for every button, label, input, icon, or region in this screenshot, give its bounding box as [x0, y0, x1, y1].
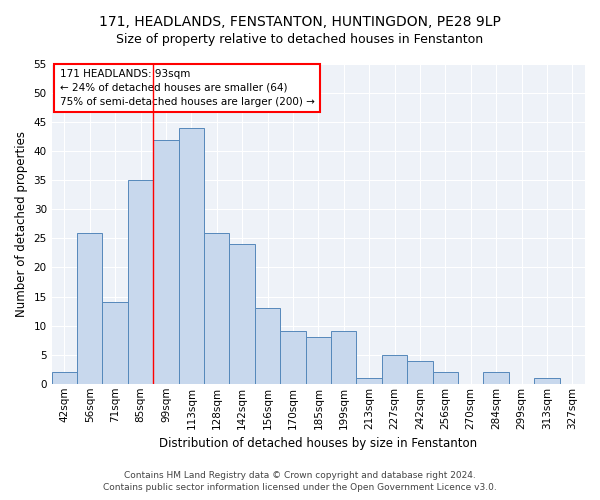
Bar: [331, 332, 356, 384]
Bar: [305, 338, 331, 384]
Bar: [280, 332, 305, 384]
Bar: [484, 372, 509, 384]
Text: 171 HEADLANDS: 93sqm
← 24% of detached houses are smaller (64)
75% of semi-detac: 171 HEADLANDS: 93sqm ← 24% of detached h…: [59, 69, 314, 107]
Bar: [128, 180, 153, 384]
Y-axis label: Number of detached properties: Number of detached properties: [15, 131, 28, 317]
Bar: [534, 378, 560, 384]
Bar: [153, 140, 179, 384]
Bar: [382, 354, 407, 384]
Bar: [77, 232, 103, 384]
X-axis label: Distribution of detached houses by size in Fenstanton: Distribution of detached houses by size …: [159, 437, 478, 450]
Text: 171, HEADLANDS, FENSTANTON, HUNTINGDON, PE28 9LP: 171, HEADLANDS, FENSTANTON, HUNTINGDON, …: [99, 15, 501, 29]
Bar: [407, 360, 433, 384]
Bar: [52, 372, 77, 384]
Bar: [356, 378, 382, 384]
Bar: [433, 372, 458, 384]
Bar: [255, 308, 280, 384]
Text: Contains HM Land Registry data © Crown copyright and database right 2024.
Contai: Contains HM Land Registry data © Crown c…: [103, 471, 497, 492]
Bar: [103, 302, 128, 384]
Bar: [179, 128, 204, 384]
Text: Size of property relative to detached houses in Fenstanton: Size of property relative to detached ho…: [116, 32, 484, 46]
Bar: [229, 244, 255, 384]
Bar: [204, 232, 229, 384]
